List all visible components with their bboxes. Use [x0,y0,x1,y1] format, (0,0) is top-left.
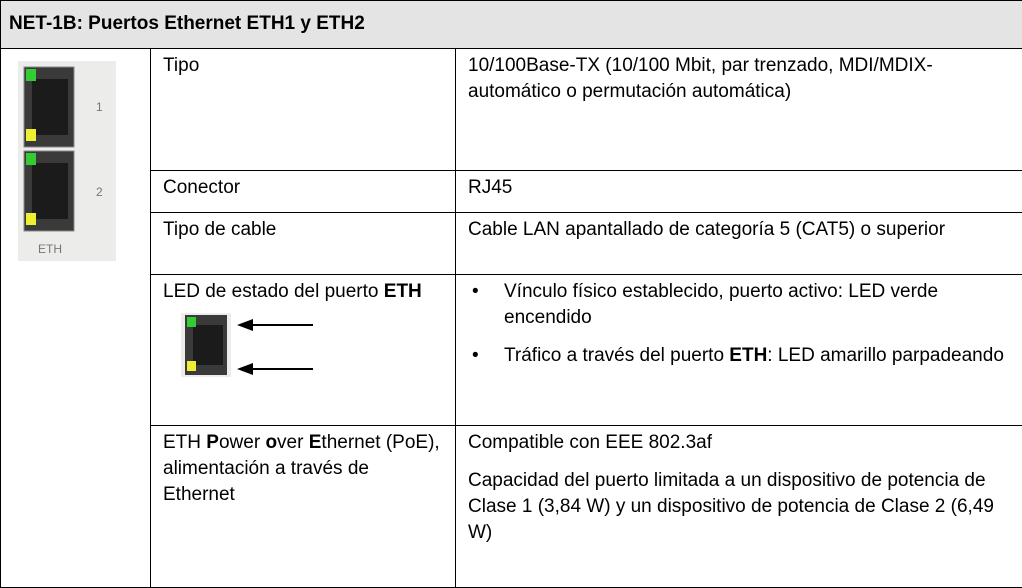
label-bold: E [309,432,322,453]
port-label: 1 [96,100,103,114]
label-bold: ETH [384,281,422,302]
led-yellow [26,213,36,225]
label-text: ETH [163,432,206,453]
arrow-head [237,363,253,375]
led-green [187,317,196,327]
value-text: Compatible con EEE 802.3af [468,430,1010,456]
led-image [181,313,331,379]
table-title: NET-1B: Puertos Ethernet ETH1 y ETH2 [1,1,1022,49]
value-text: RJ45 [468,175,1010,201]
bullet-item: Vínculo físico establecido, puerto activ… [468,279,1010,331]
eth-port-image: 1 2 ETH [18,61,116,261]
row-value: Vínculo físico establecido, puerto activ… [456,275,1022,426]
arrow-head [237,319,253,331]
led-green [26,153,36,165]
port-label: 2 [96,185,103,199]
port-socket [32,79,68,135]
image-cell: 1 2 ETH [1,49,151,588]
bullet-text: : LED amarillo parpadeando [767,345,1004,366]
row-label: Tipo [151,49,456,171]
label-text: ver [277,432,309,453]
label-text: LED de estado del puerto [163,281,384,302]
label-bold: P [206,432,219,453]
label-text: Tipo de cable [163,219,276,240]
bullet-text: Vínculo físico establecido, puerto activ… [504,281,938,328]
row-value: 10/100Base-TX (10/100 Mbit, par trenzado… [456,49,1022,171]
bullet-bold: ETH [729,345,767,366]
row-label: Conector [151,171,456,213]
bullet-text: Tráfico a través del puerto [504,345,729,366]
port-socket [32,163,68,219]
row-label: ETH Power over Ethernet (PoE), alimentac… [151,426,456,588]
led-yellow [26,129,36,141]
row-value: Compatible con EEE 802.3af Capacidad del… [456,426,1022,588]
value-text: Capacidad del puerto limitada a un dispo… [468,468,1010,546]
bullet-item: Tráfico a través del puerto ETH: LED ama… [468,343,1010,369]
port-socket [193,325,223,365]
row-value: RJ45 [456,171,1022,213]
label-text: ower [219,432,265,453]
led-green [26,69,36,81]
row-value: Cable LAN apantallado de categoría 5 (CA… [456,213,1022,275]
row-label: LED de estado del puerto ETH [151,275,456,426]
label-text: Tipo [163,55,199,76]
label-text: Conector [163,177,240,198]
row-label: Tipo de cable [151,213,456,275]
value-text: Cable LAN apantallado de categoría 5 (CA… [468,217,1010,243]
value-text: 10/100Base-TX (10/100 Mbit, par trenzado… [468,53,1010,105]
led-yellow [187,361,196,371]
label-bold: o [265,432,277,453]
port-label: ETH [38,242,62,256]
